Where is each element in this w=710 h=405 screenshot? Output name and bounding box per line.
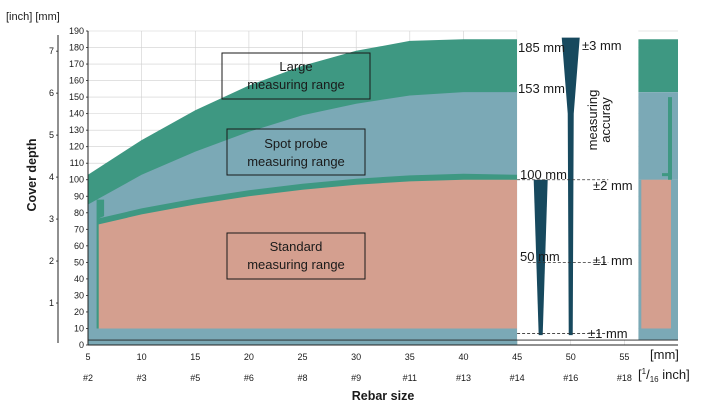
y-tick-mm-30: 30 <box>74 290 84 300</box>
right-spot-band <box>638 92 678 180</box>
standard-range-label-line2: measuring range <box>247 257 345 272</box>
x-axis-title: Rebar size <box>352 389 415 403</box>
y-tick-mm-40: 40 <box>74 274 84 284</box>
accuracy-gap-column <box>517 30 639 341</box>
right-teal-strip <box>668 97 672 180</box>
x-unit-inch-label: [1/16 inch] <box>638 367 690 384</box>
x-tick-rebar-3: #6 <box>244 373 254 383</box>
y-tick-inch-4: 4 <box>49 172 54 182</box>
x-tick-mm-35: 35 <box>405 352 415 362</box>
x-tick-rebar-6: #11 <box>403 373 417 383</box>
standard-range-label-line1: Standard <box>270 239 323 254</box>
x-tick-mm-20: 20 <box>244 352 254 362</box>
x-unit-inch-slash: / <box>646 367 650 382</box>
y-tick-mm-120: 120 <box>69 142 84 152</box>
y-tick-inch-7: 7 <box>49 46 54 56</box>
x-tick-mm-50: 50 <box>566 352 576 362</box>
bottom-range-band <box>88 328 518 341</box>
y-tick-inch-2: 2 <box>49 256 54 266</box>
x-tick-mm-15: 15 <box>190 352 200 362</box>
x-tick-rebar-2: #5 <box>190 373 200 383</box>
large-range-label-box <box>221 52 371 100</box>
standard-range-label-box <box>226 232 366 280</box>
y-tick-inch-1: 1 <box>49 298 54 308</box>
y-tick-mm-150: 150 <box>69 92 84 102</box>
x-tick-mm-5: 5 <box>85 352 90 362</box>
y-tick-mm-20: 20 <box>74 307 84 317</box>
y-tick-mm-80: 80 <box>74 208 84 218</box>
standard-range-label: Standard measuring range <box>226 232 366 280</box>
accuracy-label-2mm: ±2 mm <box>593 178 633 193</box>
accuracy-title-line1: measuring <box>585 90 600 151</box>
accuracy-label-1mm-bottom: ±1 mm <box>588 326 628 341</box>
y-tick-mm-90: 90 <box>74 191 84 201</box>
x-tick-mm-40: 40 <box>458 352 468 362</box>
x-tick-rebar-5: #9 <box>351 373 361 383</box>
accuracy-marker-185 <box>561 37 580 336</box>
x-unit-mm-label: [mm] <box>650 347 679 362</box>
depth-label-153: 153 mm <box>518 81 565 96</box>
x-tick-rebar-8: #14 <box>510 373 525 383</box>
axes <box>57 31 678 346</box>
y-tick-mm-170: 170 <box>69 59 84 69</box>
spot-range-label-line2: measuring range <box>247 154 345 169</box>
y-tick-mm-50: 50 <box>74 257 84 267</box>
right-standard-band <box>641 179 671 329</box>
y-tick-mm-180: 180 <box>69 43 84 53</box>
right-teal-foot <box>662 173 672 177</box>
x-tick-mm-25: 25 <box>298 352 308 362</box>
right-large-band <box>638 39 678 93</box>
tick-labels: 0102030405060708090100110120130140150160… <box>49 26 632 383</box>
y-axis-title: Cover depth <box>25 139 39 212</box>
y-tick-mm-0: 0 <box>79 340 84 350</box>
x-unit-inch-open: [ <box>638 367 642 382</box>
accuracy-label-3mm: ±3 mm <box>582 38 622 53</box>
spot-range-label-box <box>226 128 366 176</box>
x-tick-mm-45: 45 <box>512 352 522 362</box>
spot-range-label: Spot probe measuring range <box>226 128 366 176</box>
spot-range-label-line1: Spot probe <box>264 136 328 151</box>
y-unit-label: [inch] [mm] <box>6 11 60 23</box>
x-tick-rebar-9: #16 <box>563 373 578 383</box>
y-tick-mm-160: 160 <box>69 76 84 86</box>
x-unit-inch-close: inch] <box>659 367 690 382</box>
depth-label-100: 100 mm <box>520 167 567 182</box>
x-tick-rebar-10: #18 <box>617 373 632 383</box>
x-tick-mm-10: 10 <box>137 352 147 362</box>
y-tick-inch-3: 3 <box>49 214 54 224</box>
x-unit-inch-numerator: 1 <box>642 367 647 376</box>
y-tick-mm-130: 130 <box>69 125 84 135</box>
accuracy-marker-100 <box>533 179 548 336</box>
large-range-label-line2: measuring range <box>247 77 345 92</box>
depth-label-185: 185 mm <box>518 40 565 55</box>
accuracy-label-1mm: ±1 mm <box>593 253 633 268</box>
x-tick-mm-30: 30 <box>351 352 361 362</box>
standard-measuring-range-area <box>98 179 518 332</box>
accuracy-title-line2: accuray <box>598 97 613 143</box>
x-tick-rebar-0: #2 <box>83 373 93 383</box>
x-tick-rebar-1: #3 <box>137 373 147 383</box>
x-unit-inch-denominator: 16 <box>650 375 659 384</box>
right-range-block <box>638 39 678 341</box>
y-tick-mm-70: 70 <box>74 224 84 234</box>
y-tick-inch-6: 6 <box>49 88 54 98</box>
y-tick-inch-5: 5 <box>49 130 54 140</box>
large-range-label: Large measuring range <box>221 52 371 100</box>
reference-dashes <box>517 179 609 334</box>
y-tick-mm-190: 190 <box>69 26 84 36</box>
y-tick-mm-10: 10 <box>74 323 84 333</box>
y-tick-mm-110: 110 <box>70 158 84 168</box>
depth-label-50: 50 mm <box>520 249 560 264</box>
y-tick-mm-140: 140 <box>69 109 84 119</box>
x-tick-rebar-7: #13 <box>456 373 471 383</box>
x-tick-mm-55: 55 <box>619 352 629 362</box>
x-tick-rebar-4: #8 <box>298 373 308 383</box>
y-tick-mm-100: 100 <box>69 175 84 185</box>
y-tick-mm-60: 60 <box>74 241 84 251</box>
large-range-label-line1: Large <box>279 59 312 74</box>
